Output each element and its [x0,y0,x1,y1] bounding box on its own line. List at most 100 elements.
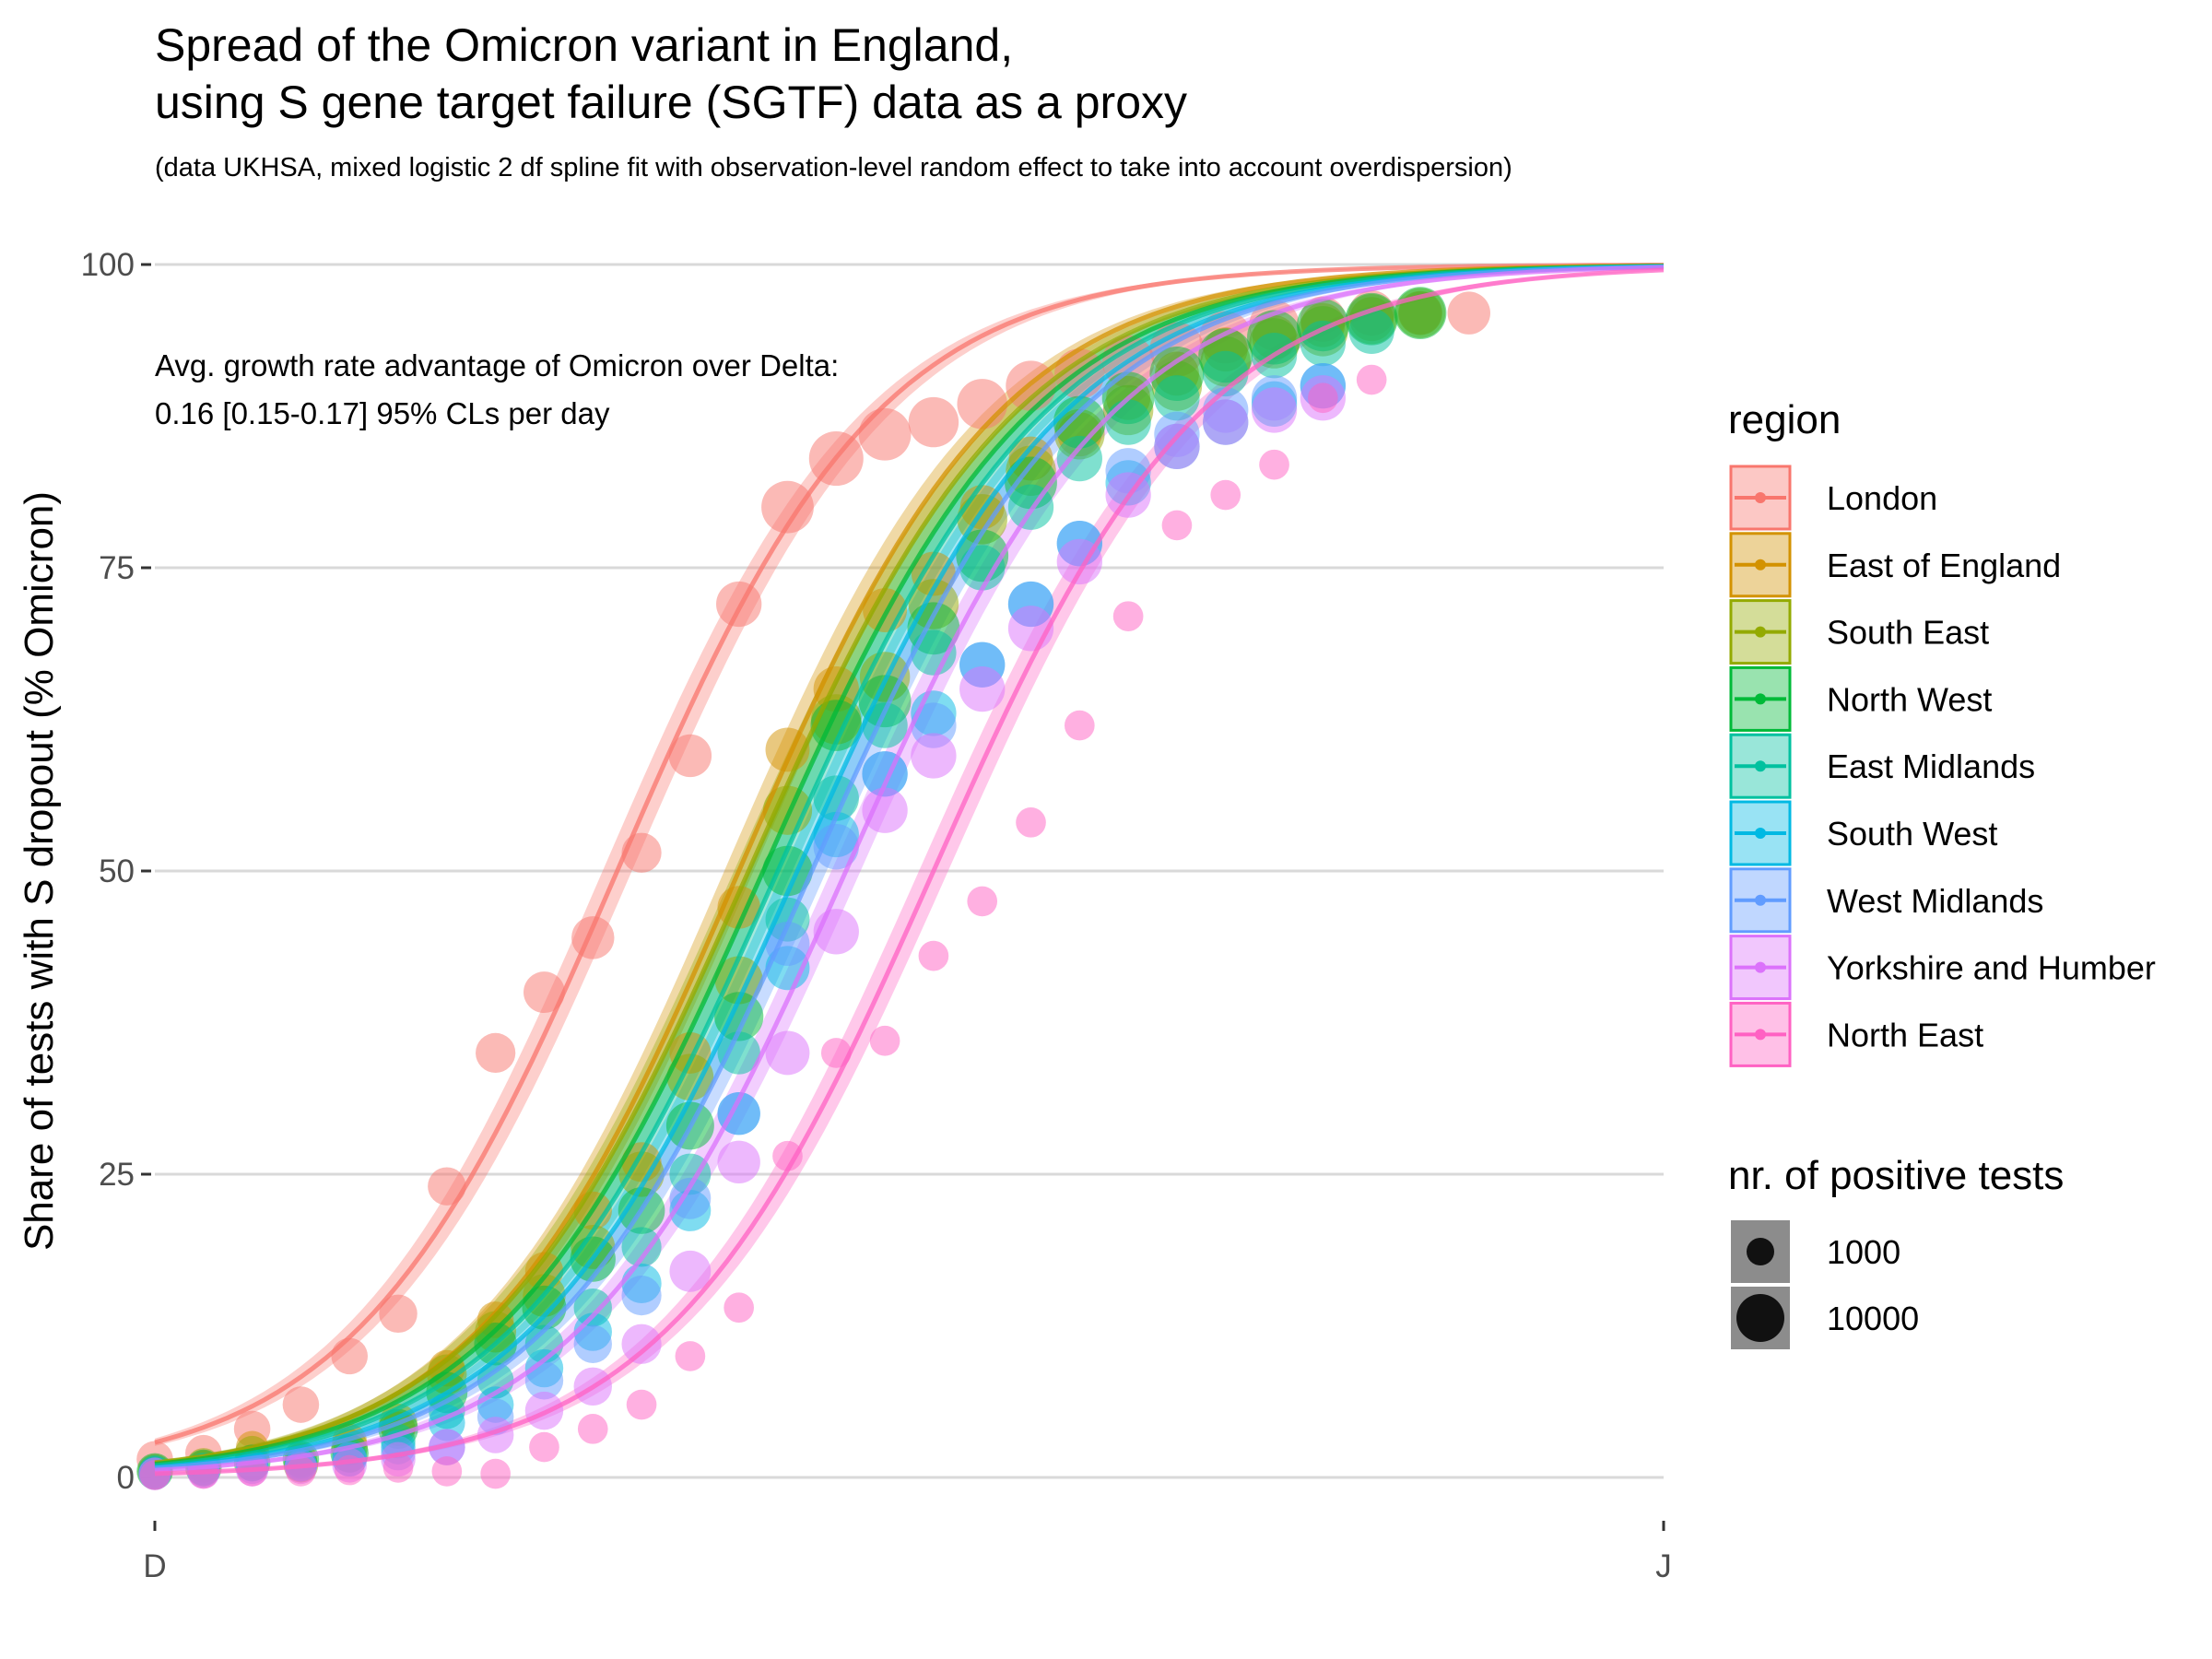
fit-line-north-east [154,267,1665,1477]
legend-key-point-north-west [1755,693,1766,705]
legend-size-title: nr. of positive tests [1728,1153,2064,1198]
point-north-east-17 [967,886,998,917]
point-east-midlands-12 [717,1031,760,1075]
annotation-line-1: Avg. growth rate advantage of Omicron ov… [155,348,839,382]
point-west-midlands-9 [573,1324,612,1363]
x-tick-label-D: D [143,1548,166,1584]
point-yorkshire-and-humber-13 [765,1030,810,1076]
point-west-midlands-14 [813,824,859,870]
legend-key-point-south-east [1755,626,1766,638]
legend-label-north-east: North East [1827,1016,1983,1053]
legend: region nr. of positive tests London East … [1728,397,2156,1349]
point-north-east-6 [431,1456,463,1487]
legend-label-north-west: North West [1827,680,1992,718]
point-north-west-13 [762,845,813,897]
point-london-7 [476,1032,516,1073]
size-label-1000: 1000 [1827,1233,1900,1271]
point-london-12 [716,581,762,628]
legend-key-point-west-midlands [1755,894,1766,906]
y-tick-label-50: 50 [99,853,135,889]
point-london-11 [668,734,712,778]
fit-line-east-midlands [154,264,1665,1468]
fit-line-london [154,263,1664,1445]
point-north-east-9 [577,1414,608,1444]
fit-lines [154,263,1665,1477]
point-north-east-3 [286,1456,316,1487]
point-north-east-18 [1016,807,1046,838]
point-east-midlands-17 [959,545,1006,591]
legend-label-west-midlands: West Midlands [1827,882,2043,920]
legend-key-point-london [1755,492,1766,503]
point-london-3 [282,1386,320,1423]
y-tick-label-25: 25 [99,1157,135,1193]
fit-line-south-west [154,264,1665,1470]
point-london-4 [331,1337,369,1375]
size-key-point-1000 [1747,1238,1774,1265]
point-yorkshire-and-humber-7 [477,1417,514,1453]
fit-line-east-of-england [154,263,1665,1466]
point-north-east-15 [869,1025,900,1056]
legend-label-south-west: South West [1827,815,1997,853]
point-north-east-21 [1161,510,1193,541]
point-north-east-8 [529,1431,559,1463]
point-london-5 [379,1294,418,1334]
point-london-13 [761,480,814,534]
fit-band-east-of-england [155,265,1664,1465]
point-yorkshire-and-humber-17 [959,665,1006,712]
point-yorkshire-and-humber-11 [669,1250,712,1292]
fit-line-west-midlands [154,264,1665,1471]
legend-key-point-yorkshire-and-humber [1755,961,1766,973]
point-north-east-16 [918,940,949,971]
point-yorkshire-and-humber-21 [1154,423,1200,470]
legend-label-south-east: South East [1827,614,1989,652]
legend-key-point-south-west [1755,828,1766,839]
size-label-10000: 10000 [1827,1300,1919,1337]
point-north-east-24 [1308,382,1338,414]
point-west-midlands-11 [669,1177,712,1219]
point-london-16 [908,396,959,448]
legend-key-point-east-midlands [1755,760,1766,772]
point-east-midlands-25 [1348,308,1394,355]
point-south-east-12 [714,956,763,1005]
point-east-midlands-19 [1056,435,1102,482]
y-tick-label-100: 100 [81,247,135,283]
point-north-east-7 [480,1458,511,1489]
y-tick-label-75: 75 [99,550,135,586]
point-yorkshire-and-humber-16 [911,733,957,779]
point-london-27 [1447,291,1490,335]
point-yorkshire-and-humber-22 [1203,399,1249,445]
size-key-point-10000 [1736,1294,1784,1342]
legend-label-yorkshire-and-humber: Yorkshire and Humber [1827,949,2156,987]
point-north-east-5 [382,1453,414,1483]
point-east-midlands-21 [1154,375,1200,421]
point-london-17 [957,379,1007,429]
fit-band-north-west [155,265,1664,1465]
legend-label-london: London [1827,479,1937,517]
point-north-east-23 [1259,449,1289,480]
fit-band-south-east [155,265,1664,1465]
legend-label-east-midlands: East Midlands [1827,747,2035,785]
grid [155,263,1664,1479]
chart-title-line-1: Spread of the Omicron variant in England… [155,19,1013,71]
point-london-8 [524,971,565,1014]
point-north-east-20 [1112,601,1144,631]
point-yorkshire-and-humber-15 [862,787,908,833]
axes: 0 25 50 75 100 D J [81,247,1672,1584]
legend-key-point-east-of-england [1755,559,1766,571]
point-yorkshire-and-humber-12 [717,1140,760,1184]
fit-line-south-east [154,264,1665,1465]
fit-line-north-west [154,264,1665,1466]
point-north-east-25 [1356,364,1387,395]
legend-color-title: region [1728,397,1841,442]
point-north-east-22 [1210,479,1241,511]
point-west-midlands-10 [621,1276,662,1316]
point-yorkshire-and-humber-23 [1251,387,1298,433]
chart-subtitle: (data UKHSA, mixed logistic 2 df spline … [155,153,1512,182]
point-east-midlands-10 [621,1227,662,1267]
y-tick-label-0: 0 [117,1460,135,1496]
point-north-east-13 [772,1140,803,1171]
fit-line-yorkshire-and-humber [154,265,1665,1473]
point-west-midlands-8 [524,1361,564,1400]
point-london-6 [428,1167,466,1206]
